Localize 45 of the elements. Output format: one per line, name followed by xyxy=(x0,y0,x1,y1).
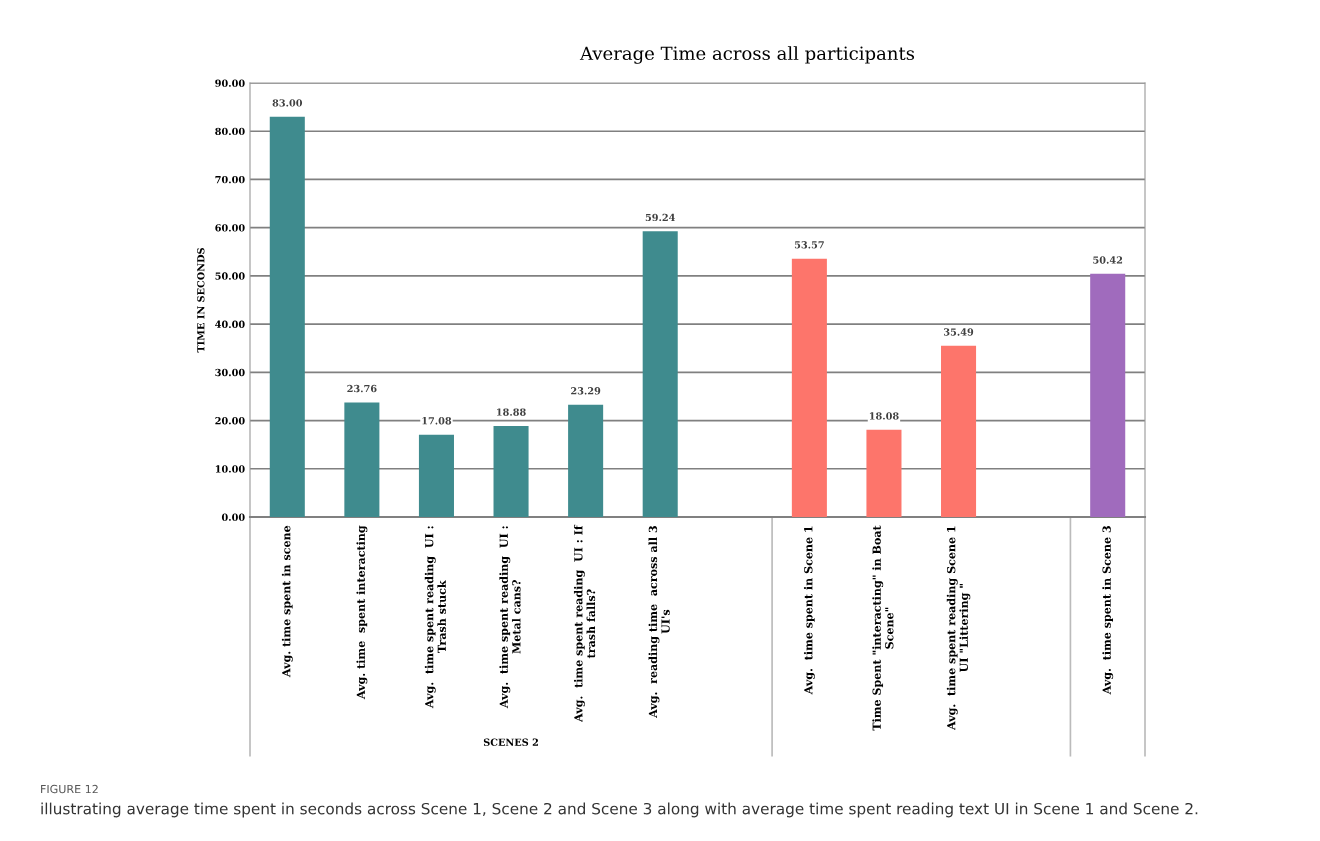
bar xyxy=(568,404,604,517)
data-label: 50.42 xyxy=(1093,256,1123,264)
x-tick-label: Avg. time spent in Scene 1 xyxy=(803,526,815,695)
data-label: 23.29 xyxy=(571,387,601,395)
y-tick-label: 10.00 xyxy=(215,465,245,473)
data-label: 17.08 xyxy=(422,417,452,425)
data-label: 18.88 xyxy=(497,408,526,416)
caption: FIGURE 12 xyxy=(41,784,98,794)
text: illustrating average time spent in seconds across Scene 1, Scene 2 and Scene 3 along with average time spent reading text UI in Scene 1 and Scene 2. xyxy=(41,802,1198,818)
bar xyxy=(269,116,305,517)
y-tick-label: 90.00 xyxy=(215,79,245,87)
bar xyxy=(1090,273,1126,517)
y-axis-title: TIME IN SECONDS xyxy=(197,248,205,353)
data-label: 59.24 xyxy=(645,213,676,222)
x-tick-label: Avg. reading time across all 3 UI's xyxy=(648,526,670,719)
x-tick-label: Avg. time spent interacting xyxy=(356,525,368,700)
data-label: 35.49 xyxy=(944,328,974,336)
y-tick-label: 20.00 xyxy=(215,417,245,425)
data-label: 83.00 xyxy=(272,99,303,107)
bar xyxy=(344,402,380,517)
y-tick-label: 70.00 xyxy=(215,175,245,184)
x-axis-title: SCENES 2 xyxy=(483,738,538,746)
bar xyxy=(642,231,678,517)
data-label: 53.57 xyxy=(794,241,824,249)
x-tick-label: Avg. time spent reading UI : Metal cans? xyxy=(499,526,521,709)
data-label: 23.76 xyxy=(347,384,377,393)
x-tick-label: Avg. time spent reading UI : Trash stuck xyxy=(424,526,446,709)
y-tick-label: 60.00 xyxy=(215,224,245,232)
y-tick-label: 40.00 xyxy=(215,320,245,328)
y-tick-label: 80.00 xyxy=(215,127,245,136)
x-tick-label: Avg. time spent reading Scene 1 UI "Littering " xyxy=(946,526,971,731)
bar xyxy=(866,429,902,517)
x-tick-label: Avg. time spent in scene xyxy=(281,525,293,678)
data-label: 18.08 xyxy=(869,412,899,420)
chart-title: Average Time across all participants xyxy=(579,46,915,64)
x-tick-label: Avg. time spent reading UI : If trash falls? xyxy=(573,524,596,723)
bar xyxy=(493,425,529,517)
y-tick-label: 50.00 xyxy=(215,272,245,280)
y-tick-label: 0.00 xyxy=(221,513,245,521)
x-tick-label: Time Spent "interacting" in Boat Scene" xyxy=(872,525,894,731)
bar xyxy=(941,345,977,517)
bar xyxy=(791,258,827,517)
bar xyxy=(418,434,454,517)
y-tick-label: 30.00 xyxy=(215,368,245,377)
x-tick-label: Avg. time spent in Scene 3 xyxy=(1102,526,1114,695)
